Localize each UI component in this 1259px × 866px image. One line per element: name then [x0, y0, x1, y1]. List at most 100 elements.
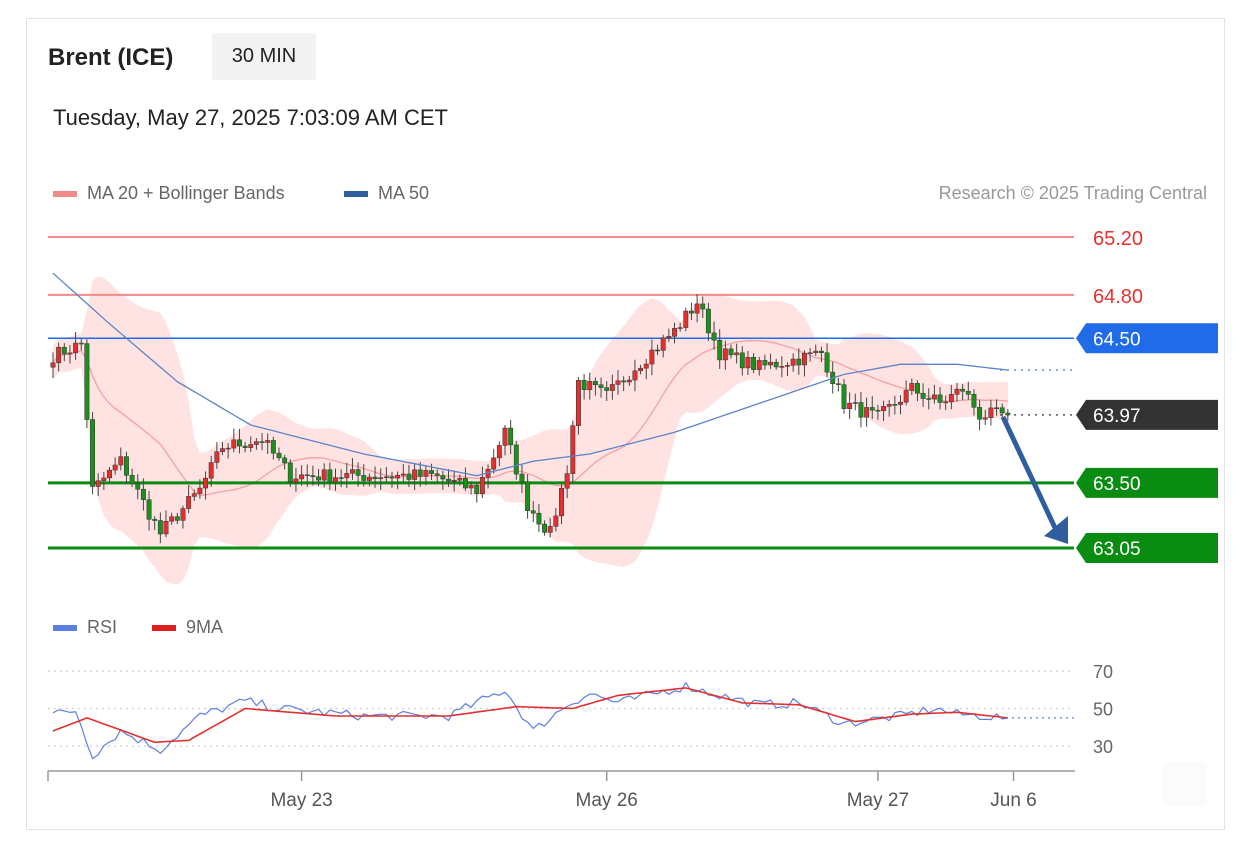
rsi-swatch-icon — [53, 625, 77, 632]
candle-body — [847, 402, 853, 409]
timeframe-badge[interactable]: 30 MIN — [212, 33, 316, 80]
candle-body — [366, 476, 372, 481]
candle-body — [276, 452, 282, 459]
price-tag-bg — [1076, 323, 1218, 354]
candle-body — [824, 352, 830, 373]
candle-body — [67, 352, 73, 355]
price-tag-label: 63.50 — [1093, 474, 1141, 495]
candle-body — [389, 476, 395, 479]
rsi-ma-line — [52, 687, 1008, 744]
candle-body — [931, 394, 937, 400]
candle-body — [717, 339, 723, 361]
candle-body — [400, 473, 406, 476]
level-label-resistance: 64.80 — [1093, 286, 1143, 308]
candle-body — [547, 526, 553, 533]
x-axis-tick-label: Jun 6 — [990, 790, 1036, 811]
candle-body — [157, 520, 163, 535]
rsi-line — [52, 681, 1009, 760]
price-tag-current: 63.97 — [1076, 399, 1218, 430]
candle-body — [310, 475, 316, 478]
ma20-swatch-icon — [53, 191, 77, 198]
legend-rsi-label: RSI — [87, 617, 118, 637]
rsi-tick-label: 50 — [1093, 700, 1113, 720]
candles — [50, 294, 1011, 544]
candle-body — [118, 456, 124, 466]
scroll-button[interactable] — [1163, 762, 1207, 806]
candle-body — [163, 520, 169, 535]
candle-body — [270, 440, 276, 454]
forecast-arrow-head-icon — [1044, 516, 1068, 544]
candle-body — [146, 499, 152, 520]
candle-body — [265, 440, 271, 443]
candle-body — [977, 407, 983, 420]
candle-body — [525, 481, 531, 511]
candle-body — [542, 523, 547, 533]
candle-body — [570, 425, 576, 474]
candle-body — [666, 336, 672, 339]
candle-body — [700, 303, 706, 310]
candle-body — [937, 394, 943, 403]
candle-body — [660, 337, 666, 351]
timestamp: Tuesday, May 27, 2025 7:03:09 AM CET — [53, 105, 448, 130]
bollinger-band — [53, 276, 1008, 585]
candle-body — [920, 392, 926, 399]
candle-body — [807, 352, 813, 354]
candle-body — [694, 303, 700, 314]
candle-body — [818, 350, 824, 353]
legend-ma20-label: MA 20 + Bollinger Bands — [87, 183, 285, 203]
candle-body — [457, 478, 463, 481]
candle-body — [50, 362, 56, 368]
candle-body — [705, 308, 711, 334]
rsi-ma-swatch-icon — [152, 625, 176, 632]
candle-body — [287, 462, 293, 483]
candle-body — [237, 439, 242, 447]
candle-body — [909, 383, 915, 391]
candle-body — [858, 402, 864, 418]
candle-body — [429, 470, 435, 474]
candle-body — [468, 485, 474, 489]
candle-body — [971, 394, 977, 408]
candle-body — [796, 358, 802, 366]
candle-body — [214, 451, 220, 463]
price-tag-support: 63.50 — [1076, 467, 1218, 498]
candle-body — [559, 487, 564, 517]
candle-body — [423, 470, 429, 477]
candle-body — [852, 402, 858, 404]
candle-body — [90, 419, 95, 487]
candle-body — [378, 477, 384, 480]
candle-body — [655, 349, 660, 352]
candle-body — [615, 380, 621, 385]
candle-body — [496, 445, 502, 459]
candle-body — [338, 477, 344, 479]
candle-body — [112, 464, 118, 471]
legend-rsi-ma-label: 9MA — [186, 617, 224, 637]
candle-body — [790, 358, 796, 366]
candle-body — [56, 346, 62, 364]
legend-ma20: MA 20 + Bollinger Bands — [53, 183, 285, 204]
candle-body — [711, 332, 717, 341]
candle-body — [282, 457, 288, 464]
ma50-swatch-icon — [344, 191, 368, 198]
candle-body — [355, 469, 361, 476]
candle-body — [915, 383, 920, 394]
price-tag-support: 63.05 — [1076, 533, 1218, 563]
candle-body — [999, 407, 1005, 414]
candle-body — [926, 398, 932, 400]
candle-body — [174, 516, 180, 521]
candle-body — [728, 348, 734, 356]
candle-body — [474, 485, 480, 494]
instrument-title: Brent (ICE) — [48, 44, 174, 71]
candle-body — [813, 350, 819, 353]
candle-body — [626, 379, 632, 383]
candle-body — [881, 406, 886, 411]
candle-body — [722, 348, 728, 361]
candle-body — [564, 473, 570, 489]
candle-body — [124, 456, 129, 476]
candle-body — [321, 469, 327, 481]
rsi-tick-label: 30 — [1093, 737, 1113, 757]
candle-body — [994, 407, 999, 410]
candle-body — [875, 409, 881, 412]
candle-body — [327, 469, 333, 483]
price-tag-pivot: 64.50 — [1076, 323, 1218, 354]
